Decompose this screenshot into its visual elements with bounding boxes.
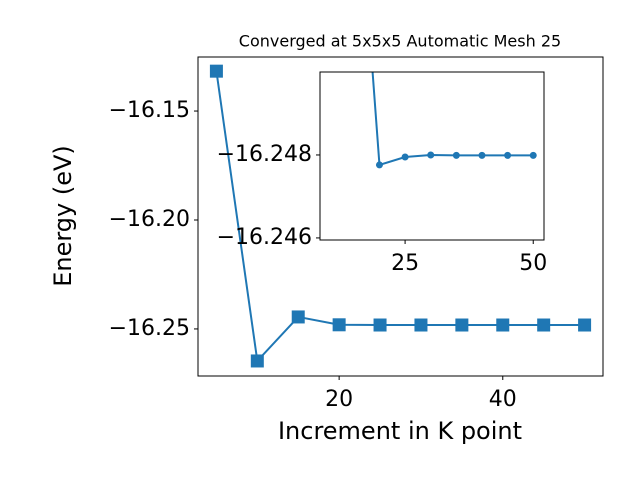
y-tick-label: −16.15: [109, 98, 190, 123]
marker: [452, 151, 460, 159]
chart-title: Converged at 5x5x5 Automatic Mesh 25: [239, 32, 561, 51]
axes-frame: [197, 56, 604, 377]
y-tick-label: −16.25: [109, 316, 190, 341]
marker: [401, 153, 409, 161]
marker: [455, 318, 469, 332]
y-tick-label: −16.248: [217, 142, 312, 167]
marker: [578, 318, 592, 332]
y-axis-label: Energy (eV): [49, 145, 77, 287]
marker: [209, 64, 223, 78]
series-line: [215, 71, 585, 364]
y-tick-label: −16.20: [109, 207, 190, 232]
marker: [375, 161, 383, 169]
x-axis-label: Increment in K point: [278, 417, 522, 445]
marker: [414, 318, 428, 332]
x-tick-label: 20: [325, 387, 353, 412]
x-tick-label: 50: [519, 251, 547, 276]
marker: [478, 151, 486, 159]
marker: [373, 318, 387, 332]
axes-frame: [319, 71, 545, 241]
marker: [537, 318, 551, 332]
marker: [529, 151, 537, 159]
marker: [332, 318, 346, 332]
marker: [427, 151, 435, 159]
series-line: [371, 72, 534, 167]
y-tick-label: −16.246: [217, 225, 312, 250]
marker: [496, 318, 510, 332]
x-tick-label: 40: [489, 387, 517, 412]
x-tick-label: 25: [391, 251, 419, 276]
marker: [504, 151, 512, 159]
marker: [250, 354, 264, 368]
marker: [291, 310, 305, 324]
